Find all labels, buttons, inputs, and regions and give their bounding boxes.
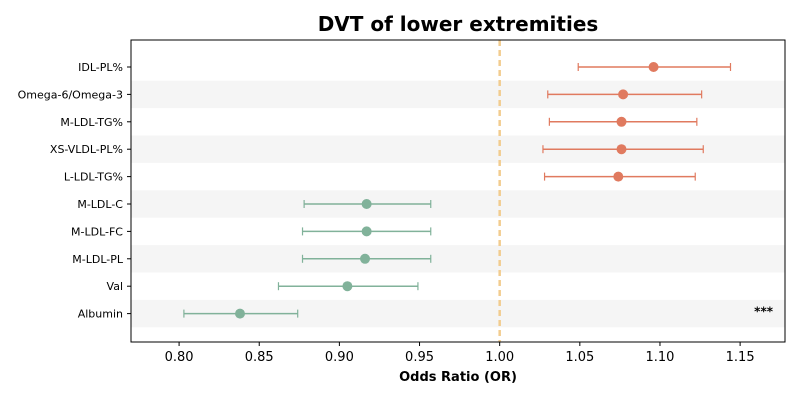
- forest-row: [303, 199, 432, 209]
- x-tick-label: 1.00: [485, 350, 514, 365]
- forest-row: [301, 253, 432, 264]
- y-tick-label: L-LDL-TG%: [64, 171, 123, 184]
- row-band: [131, 190, 785, 218]
- y-tick-label: XS-VLDL-PL%: [50, 143, 123, 156]
- or-point: [648, 62, 659, 72]
- or-point: [361, 199, 372, 209]
- forest-row: [542, 144, 704, 155]
- forest-row: [183, 308, 299, 319]
- or-point: [618, 89, 629, 100]
- y-tick-label: M-LDL-PL: [72, 253, 124, 266]
- x-tick-label: 1.10: [645, 350, 674, 365]
- or-point: [613, 171, 624, 182]
- forest-row: [577, 62, 732, 72]
- or-point: [342, 281, 353, 292]
- or-point: [235, 308, 245, 319]
- y-tick-label: Val: [107, 280, 123, 293]
- x-tick-label: 0.80: [165, 350, 194, 365]
- row-band: [131, 245, 785, 273]
- row-bands: [131, 80, 785, 328]
- x-axis-label: Odds Ratio (OR): [399, 370, 517, 385]
- x-tick-label: 1.05: [565, 350, 594, 365]
- or-point: [616, 116, 627, 127]
- forest-row: [547, 89, 703, 100]
- data-marks: ***: [183, 62, 774, 319]
- y-tick-label: M-LDL-FC: [71, 225, 123, 238]
- or-point: [360, 253, 371, 264]
- y-tick-label: Albumin: [78, 308, 123, 321]
- chart-title: DVT of lower extremities: [318, 12, 599, 36]
- x-tick-label: 0.90: [325, 350, 354, 365]
- x-tick-label: 0.85: [245, 350, 274, 365]
- or-point: [361, 226, 372, 237]
- x-tick-label: 1.15: [726, 350, 755, 365]
- x-tick-label: 0.95: [405, 350, 434, 365]
- forest-row: [548, 116, 698, 127]
- forest-row: [277, 281, 419, 292]
- plot-frame: [130, 39, 786, 343]
- y-axis-ticks: IDL-PL% Omega-6/Omega-3 M-LDL-TG% XS-VLDL-P…: [18, 61, 131, 321]
- forest-row: [543, 171, 696, 182]
- y-tick-label: M-LDL-C: [77, 198, 123, 211]
- y-tick-label: Omega-6/Omega-3: [18, 88, 123, 101]
- x-axis-ticks: 0.80 0.85 0.90 0.95 1.00 1.05 1.10 1.15: [165, 342, 755, 365]
- y-tick-label: IDL-PL%: [78, 61, 123, 74]
- significance-annotation: ***: [754, 305, 774, 319]
- or-point: [616, 144, 627, 155]
- y-tick-label: M-LDL-TG%: [60, 116, 123, 129]
- forest-row: [301, 226, 432, 237]
